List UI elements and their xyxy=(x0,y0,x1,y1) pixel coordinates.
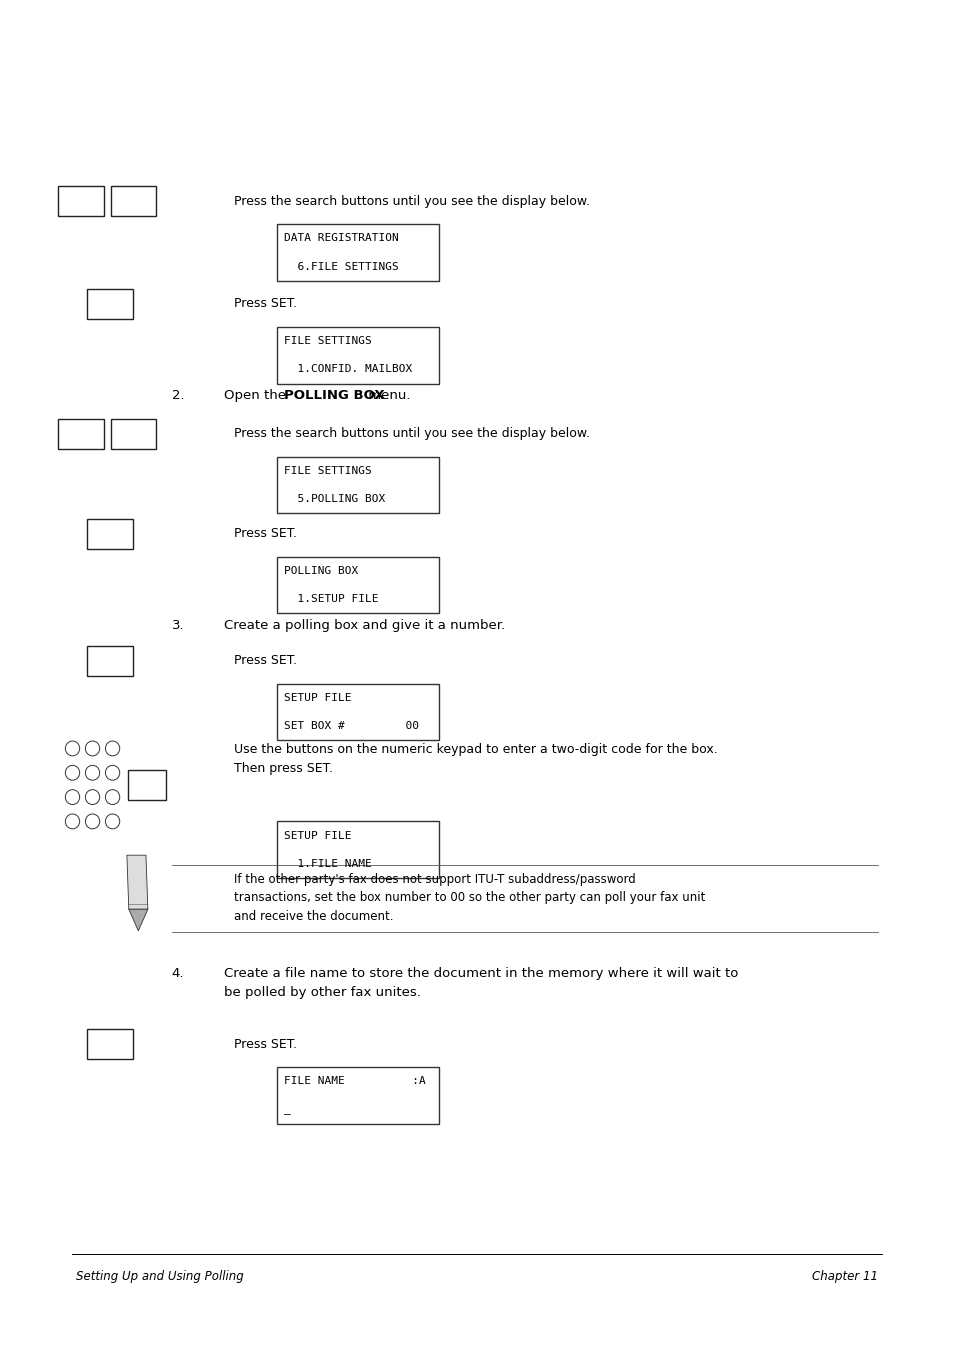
Text: 6.FILE SETTINGS: 6.FILE SETTINGS xyxy=(284,262,398,272)
Text: 1.SETUP FILE: 1.SETUP FILE xyxy=(284,594,378,604)
Text: SETUP FILE: SETUP FILE xyxy=(284,693,352,703)
Bar xyxy=(276,224,438,281)
Polygon shape xyxy=(127,855,148,909)
Bar xyxy=(111,186,156,216)
Polygon shape xyxy=(129,909,148,931)
Text: Press the search buttons until you see the display below.: Press the search buttons until you see t… xyxy=(233,195,589,208)
Ellipse shape xyxy=(105,813,119,830)
Text: _: _ xyxy=(284,1105,291,1115)
Text: SET BOX #         00: SET BOX # 00 xyxy=(284,721,419,731)
Text: Create a polling box and give it a number.: Create a polling box and give it a numbe… xyxy=(224,619,505,632)
Ellipse shape xyxy=(86,740,100,757)
Text: Create a file name to store the document in the memory where it will wait to
be : Create a file name to store the document… xyxy=(224,967,738,998)
Text: FILE NAME          :A: FILE NAME :A xyxy=(284,1077,426,1086)
Text: 1.FILE NAME: 1.FILE NAME xyxy=(284,859,372,869)
Bar xyxy=(276,821,438,878)
Text: FILE SETTINGS: FILE SETTINGS xyxy=(284,466,372,476)
Text: Setting Up and Using Polling: Setting Up and Using Polling xyxy=(76,1270,244,1283)
Text: Press SET.: Press SET. xyxy=(233,654,296,667)
Text: menu.: menu. xyxy=(364,389,411,403)
Bar xyxy=(128,770,166,800)
Text: 4.: 4. xyxy=(172,967,184,981)
Ellipse shape xyxy=(65,740,79,757)
Ellipse shape xyxy=(105,740,119,757)
Bar xyxy=(276,457,438,513)
Ellipse shape xyxy=(86,789,100,804)
Bar xyxy=(87,1029,132,1059)
Ellipse shape xyxy=(105,789,119,804)
Text: If the other party's fax does not support ITU-T subaddress/password
transactions: If the other party's fax does not suppor… xyxy=(233,873,704,923)
Text: Chapter 11: Chapter 11 xyxy=(811,1270,877,1283)
Text: DATA REGISTRATION: DATA REGISTRATION xyxy=(284,234,398,243)
Text: Use the buttons on the numeric keypad to enter a two-digit code for the box.
The: Use the buttons on the numeric keypad to… xyxy=(233,743,717,775)
Bar xyxy=(276,684,438,740)
Ellipse shape xyxy=(105,765,119,781)
Bar xyxy=(87,289,132,319)
Text: Press SET.: Press SET. xyxy=(233,527,296,540)
Bar xyxy=(58,419,104,449)
Ellipse shape xyxy=(65,765,79,781)
Ellipse shape xyxy=(65,789,79,804)
Text: Press the search buttons until you see the display below.: Press the search buttons until you see t… xyxy=(233,427,589,440)
Bar xyxy=(87,646,132,676)
Text: 1.CONFID. MAILBOX: 1.CONFID. MAILBOX xyxy=(284,365,412,374)
Bar xyxy=(276,557,438,613)
Bar xyxy=(276,327,438,384)
Bar xyxy=(87,519,132,549)
Bar xyxy=(111,419,156,449)
Text: FILE SETTINGS: FILE SETTINGS xyxy=(284,336,372,346)
Bar xyxy=(58,186,104,216)
Text: SETUP FILE: SETUP FILE xyxy=(284,831,352,840)
Text: POLLING BOX: POLLING BOX xyxy=(284,389,384,403)
Text: Press SET.: Press SET. xyxy=(233,1038,296,1051)
Text: 3.: 3. xyxy=(172,619,184,632)
Ellipse shape xyxy=(65,813,79,830)
Bar xyxy=(276,1067,438,1124)
Text: Press SET.: Press SET. xyxy=(233,297,296,311)
Ellipse shape xyxy=(86,813,100,830)
Ellipse shape xyxy=(86,765,100,781)
Text: 2.: 2. xyxy=(172,389,184,403)
Text: 5.POLLING BOX: 5.POLLING BOX xyxy=(284,494,385,504)
Text: POLLING BOX: POLLING BOX xyxy=(284,566,358,576)
Text: Open the: Open the xyxy=(224,389,290,403)
